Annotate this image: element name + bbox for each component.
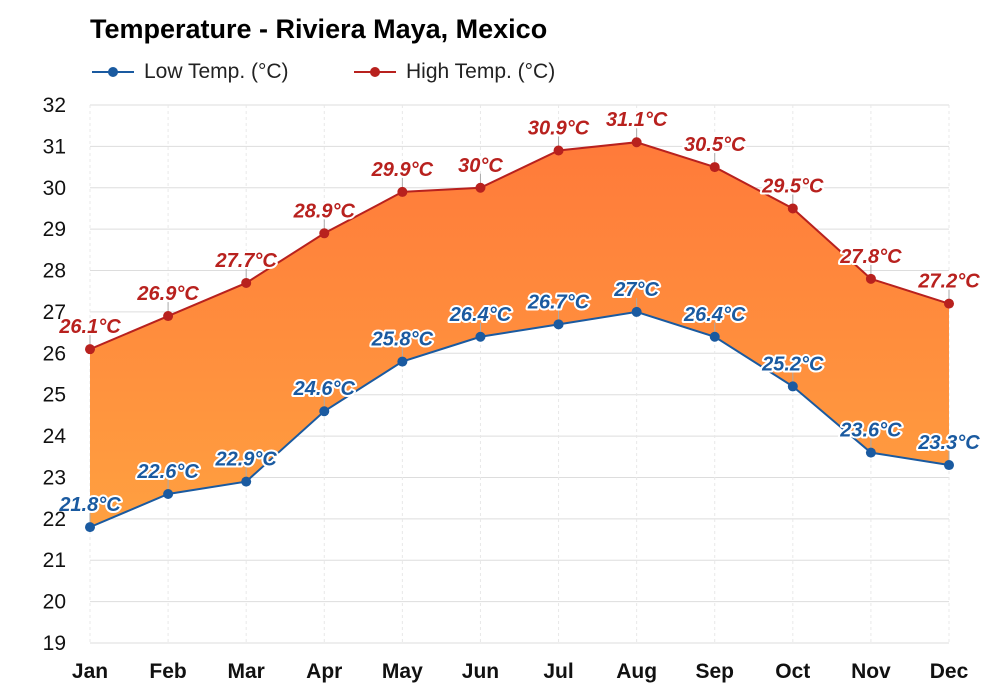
high-temp-data-label: 30°C — [458, 155, 503, 177]
low-temp-data-label: 23.3°C — [917, 432, 980, 454]
low-temp-point — [787, 381, 798, 392]
y-tick-label: 27 — [43, 301, 66, 324]
high-temp-point — [85, 344, 95, 355]
x-tick-label: Oct — [775, 660, 810, 683]
high-temp-data-label: 29.5°C — [761, 175, 824, 197]
legend-label-high: High Temp. (°C) — [406, 60, 556, 83]
x-tick-label: Apr — [306, 660, 342, 683]
low-temp-point — [319, 406, 330, 417]
legend-label-low: Low Temp. (°C) — [144, 60, 289, 83]
low-temp-data-label: 26.4°C — [683, 304, 746, 326]
x-tick-label: Jul — [543, 660, 573, 683]
legend-item-high[interactable]: High Temp. (°C) — [352, 60, 555, 84]
low-temp-point — [553, 319, 564, 330]
y-tick-label: 21 — [43, 549, 66, 572]
low-temp-data-label: 26.4°C — [449, 304, 512, 326]
high-temp-point — [475, 182, 486, 193]
legend-marker-low-icon — [92, 67, 134, 77]
low-temp-data-label: 25.8°C — [371, 329, 434, 351]
low-temp-data-label: 21.8°C — [58, 494, 121, 516]
y-tick-label: 19 — [43, 632, 66, 655]
high-temp-data-label: 27.8°C — [839, 246, 902, 268]
y-tick-label: 29 — [43, 218, 66, 241]
high-temp-point — [865, 273, 876, 284]
area-layer — [90, 142, 949, 528]
axis-layer: 19 20 21 22 23 24 25 26 27 28 29 30 31 32 Jan Feb Mar Apr… — [43, 94, 969, 683]
low-temp-point — [944, 460, 954, 471]
low-temp-line — [89, 310, 950, 529]
y-tick-label: 22 — [43, 508, 66, 531]
high-temp-point — [397, 186, 408, 197]
low-temp-data-label: 26.7°C — [527, 291, 590, 313]
y-tick-label: 24 — [43, 425, 67, 448]
y-tick-label: 31 — [43, 135, 66, 158]
high-temp-data-label: 31.1°C — [606, 109, 668, 131]
legend-item-low[interactable]: Low Temp. (°C) — [90, 60, 289, 84]
high-temp-point — [709, 162, 720, 173]
y-tick-label: 30 — [43, 177, 66, 200]
high-temp-data-label: 27.7°C — [214, 250, 277, 272]
x-tick-label: Aug — [616, 660, 657, 683]
grid-layer — [89, 104, 950, 644]
low-temp-point — [241, 476, 252, 487]
high-temp-point — [241, 277, 252, 288]
high-temp-data-label: 30.5°C — [684, 134, 746, 156]
high-temp-line — [89, 141, 950, 351]
point-layer — [85, 128, 954, 533]
high-temp-data-label: 26.9°C — [136, 283, 199, 305]
y-tick-label: 20 — [43, 591, 66, 614]
low-temp-data-label: 23.6°C — [839, 420, 902, 442]
y-tick-label: 26 — [43, 342, 66, 365]
x-tick-label: Feb — [149, 660, 186, 683]
low-temp-data-label: 22.9°C — [214, 449, 277, 471]
high-temp-point — [553, 145, 564, 156]
y-tick-label: 32 — [43, 94, 66, 117]
high-temp-point — [319, 228, 330, 239]
high-temp-data-label: 30.9°C — [528, 118, 590, 140]
label-layer: 21.8°C 22.6°C 22.9°C 24.6°C 25.8°C 26.4°C 26.7… — [56, 107, 982, 518]
x-tick-label: Nov — [851, 660, 891, 683]
low-temp-point — [865, 447, 876, 458]
low-temp-point — [397, 356, 408, 367]
y-tick-label: 23 — [43, 466, 66, 489]
x-tick-label: May — [382, 660, 423, 683]
high-temp-data-label: 28.9°C — [293, 200, 356, 222]
low-temp-point — [163, 489, 174, 500]
line-layer — [89, 141, 950, 529]
high-temp-point — [631, 137, 642, 148]
low-temp-data-label: 22.6°C — [136, 461, 199, 483]
high-temp-point — [163, 311, 174, 322]
low-temp-data-label: 27°C — [613, 279, 659, 301]
high-temp-point — [944, 298, 954, 309]
x-tick-label: Sep — [695, 660, 734, 683]
temperature-band-area — [90, 142, 949, 528]
low-temp-point — [85, 522, 95, 533]
high-temp-point — [787, 203, 798, 214]
x-tick-label: Dec — [930, 660, 969, 683]
low-temp-point — [631, 306, 642, 317]
low-temp-data-label: 25.2°C — [761, 353, 824, 375]
low-temp-point — [709, 331, 720, 342]
high-temp-data-label: 26.1°C — [58, 316, 121, 338]
high-temp-data-label: 29.9°C — [371, 159, 434, 181]
low-temp-point — [475, 331, 486, 342]
high-temp-data-label: 27.2°C — [917, 271, 980, 293]
x-tick-label: Mar — [228, 660, 265, 683]
y-tick-label: 28 — [43, 260, 66, 283]
low-temp-data-label: 24.6°C — [293, 378, 356, 400]
x-tick-label: Jan — [72, 660, 108, 683]
legend-marker-high-icon — [354, 67, 396, 77]
y-tick-label: 25 — [43, 384, 66, 407]
chart-title: Temperature - Riviera Maya, Mexico — [90, 14, 548, 44]
x-tick-label: Jun — [462, 660, 499, 683]
